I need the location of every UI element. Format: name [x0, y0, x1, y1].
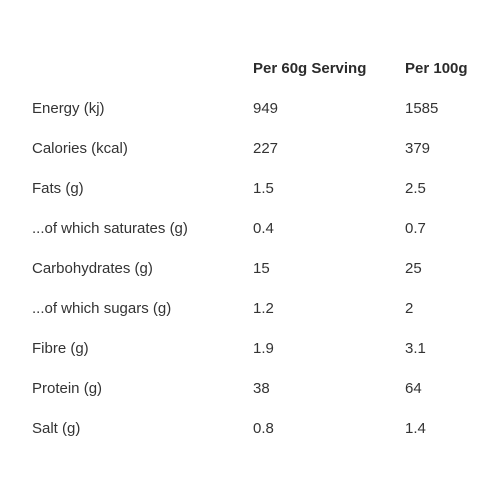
row-per-serving: 1.2 — [253, 300, 274, 317]
row-per-serving: 15 — [253, 260, 270, 277]
row-per-serving: 949 — [253, 100, 279, 117]
table-row: Fibre (g) 1.9 3.1 — [0, 329, 500, 369]
row-per-100g: 3.1 — [405, 340, 426, 357]
row-label: Calories (kcal) — [32, 140, 128, 157]
row-per-100g: 25 — [405, 260, 422, 277]
row-label: Carbohydrates (g) — [32, 260, 153, 277]
table-row: Fats (g) 1.5 2.5 — [0, 169, 500, 209]
row-per-100g: 0.7 — [405, 220, 426, 237]
table-header-row: Per 60g Serving Per 100g — [0, 49, 500, 89]
header-per-100g: Per 100g — [405, 60, 468, 77]
row-per-100g: 2 — [405, 300, 414, 317]
row-per-100g: 1.4 — [405, 420, 426, 437]
row-label: ...of which saturates (g) — [32, 220, 188, 237]
row-per-serving: 38 — [253, 380, 270, 397]
table-row: ...of which sugars (g) 1.2 2 — [0, 289, 500, 329]
row-per-100g: 1585 — [405, 100, 439, 117]
table-row: Protein (g) 38 64 — [0, 369, 500, 409]
row-per-100g: 379 — [405, 140, 431, 157]
row-label: Fats (g) — [32, 180, 84, 197]
row-per-serving: 1.9 — [253, 340, 274, 357]
header-per-serving: Per 60g Serving — [253, 60, 367, 77]
row-label: Fibre (g) — [32, 340, 89, 357]
row-label: Salt (g) — [32, 420, 81, 437]
table-row: Energy (kj) 949 1585 — [0, 89, 500, 129]
table-row: Carbohydrates (g) 15 25 — [0, 249, 500, 289]
row-label: Protein (g) — [32, 380, 103, 397]
row-per-100g: 64 — [405, 380, 422, 397]
row-per-100g: 2.5 — [405, 180, 426, 197]
row-per-serving: 1.5 — [253, 180, 274, 197]
table-row: Calories (kcal) 227 379 — [0, 129, 500, 169]
row-per-serving: 0.4 — [253, 220, 274, 237]
row-per-serving: 0.8 — [253, 420, 274, 437]
row-label: ...of which sugars (g) — [32, 300, 172, 317]
row-label: Energy (kj) — [32, 100, 105, 117]
table-row: ...of which saturates (g) 0.4 0.7 — [0, 209, 500, 249]
row-per-serving: 227 — [253, 140, 279, 157]
table-row: Salt (g) 0.8 1.4 — [0, 409, 500, 449]
